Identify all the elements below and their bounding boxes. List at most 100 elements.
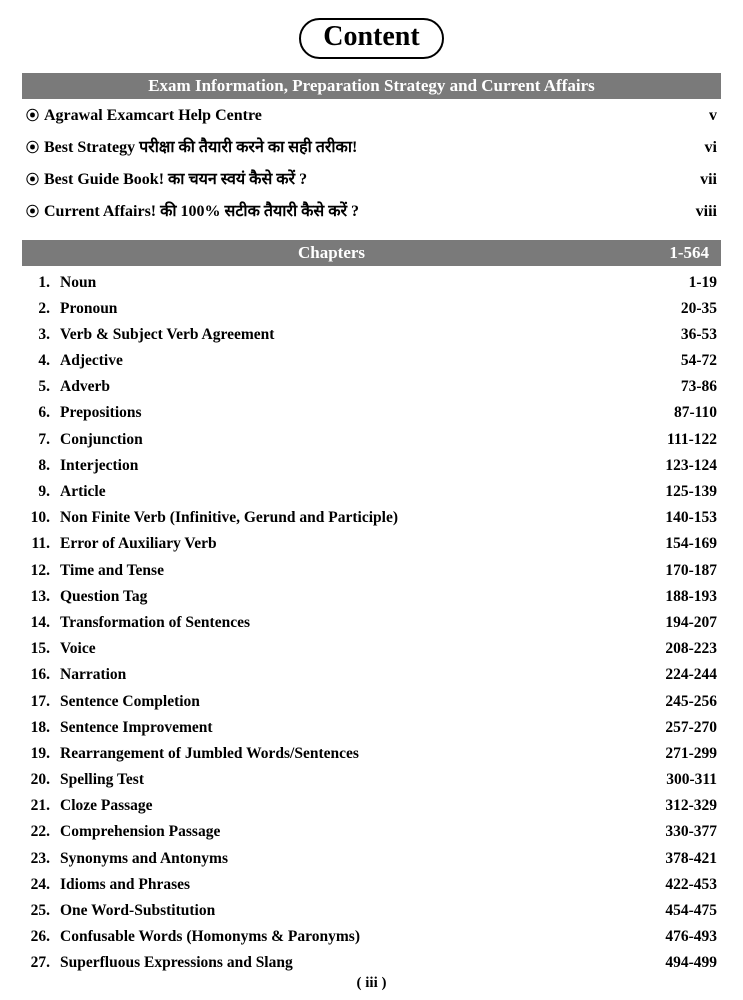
chapter-pages: 54-72 (637, 352, 717, 370)
chapter-pages: 494-499 (637, 954, 717, 972)
chapter-number: 12. (26, 562, 54, 580)
chapter-label: Cloze Passage (54, 797, 637, 815)
bullet-icon: ⦿ (26, 139, 44, 157)
intro-page: vi (667, 139, 717, 157)
chapter-number: 23. (26, 850, 54, 868)
chapter-pages: 257-270 (637, 719, 717, 737)
chapter-pages: 1-19 (637, 274, 717, 292)
chapter-number: 17. (26, 693, 54, 711)
chapter-number: 15. (26, 640, 54, 658)
chapter-number: 3. (26, 326, 54, 344)
chapter-pages: 123-124 (637, 457, 717, 475)
chapter-list: 1.Noun1-19 2.Pronoun20-35 3.Verb & Subject… (22, 274, 721, 973)
chapter-label: Confusable Words (Homonyms & Paronyms) (54, 928, 637, 946)
intro-row: ⦿Best Strategy परीक्षा की तैयारी करने का… (26, 135, 717, 157)
chapter-number: 5. (26, 378, 54, 396)
chapter-label: Synonyms and Antonyms (54, 850, 637, 868)
section-bar-chapters: Chapters 1-564 (22, 240, 721, 266)
chapter-pages: 224-244 (637, 666, 717, 684)
chapter-pages: 208-223 (637, 640, 717, 658)
chapter-number: 22. (26, 823, 54, 841)
chapter-row: 14.Transformation of Sentences194-207 (26, 614, 717, 632)
intro-row: ⦿Agrawal Examcart Help Centrev (26, 107, 717, 125)
bullet-icon: ⦿ (26, 107, 44, 125)
chapter-label: Question Tag (54, 588, 637, 606)
intro-row: ⦿Best Guide Book! का चयन स्वयं कैसे करें… (26, 167, 717, 189)
chapter-pages: 378-421 (637, 850, 717, 868)
chapter-pages: 154-169 (637, 535, 717, 553)
chapter-pages: 476-493 (637, 928, 717, 946)
chapter-pages: 245-256 (637, 693, 717, 711)
chapter-pages: 125-139 (637, 483, 717, 501)
chapter-label: Sentence Improvement (54, 719, 637, 737)
chapter-row: 8.Interjection123-124 (26, 457, 717, 475)
chapter-number: 21. (26, 797, 54, 815)
bullet-icon: ⦿ (26, 203, 44, 221)
chapter-pages: 170-187 (637, 562, 717, 580)
intro-label: Agrawal Examcart Help Centre (44, 107, 667, 125)
chapter-number: 26. (26, 928, 54, 946)
chapter-number: 18. (26, 719, 54, 737)
chapter-number: 16. (26, 666, 54, 684)
chapter-row: 5.Adverb73-86 (26, 378, 717, 396)
title-container: Content (22, 18, 721, 59)
intro-page: viii (667, 203, 717, 221)
chapter-pages: 111-122 (637, 431, 717, 449)
chapter-label: Idioms and Phrases (54, 876, 637, 894)
chapter-row: 1.Noun1-19 (26, 274, 717, 292)
chapter-row: 20.Spelling Test300-311 (26, 771, 717, 789)
chapter-number: 14. (26, 614, 54, 632)
chapter-number: 25. (26, 902, 54, 920)
chapter-number: 27. (26, 954, 54, 972)
chapter-label: Sentence Completion (54, 693, 637, 711)
chapter-label: Error of Auxiliary Verb (54, 535, 637, 553)
chapter-number: 20. (26, 771, 54, 789)
chapter-pages: 20-35 (637, 300, 717, 318)
page-title: Content (299, 18, 443, 59)
intro-label: Best Guide Book! का चयन स्वयं कैसे करें … (44, 167, 667, 189)
chapter-row: 3.Verb & Subject Verb Agreement36-53 (26, 326, 717, 344)
chapter-pages: 140-153 (637, 509, 717, 527)
chapter-row: 12.Time and Tense170-187 (26, 562, 717, 580)
intro-label: Current Affairs! की 100% सटीक तैयारी कैस… (44, 199, 667, 221)
chapter-row: 25.One Word-Substitution454-475 (26, 902, 717, 920)
chapter-row: 21.Cloze Passage312-329 (26, 797, 717, 815)
chapter-label: Noun (54, 274, 637, 292)
chapter-number: 4. (26, 352, 54, 370)
chapter-row: 22.Comprehension Passage330-377 (26, 823, 717, 841)
chapter-pages: 330-377 (637, 823, 717, 841)
chapter-row: 7.Conjunction111-122 (26, 431, 717, 449)
chapter-number: 6. (26, 404, 54, 422)
chapter-number: 9. (26, 483, 54, 501)
chapter-label: Narration (54, 666, 637, 684)
chapter-label: Comprehension Passage (54, 823, 637, 841)
chapter-number: 13. (26, 588, 54, 606)
section-bar-intro: Exam Information, Preparation Strategy a… (22, 73, 721, 99)
chapter-row: 27.Superfluous Expressions and Slang494-… (26, 954, 717, 972)
intro-label: Best Strategy परीक्षा की तैयारी करने का … (44, 135, 667, 157)
chapter-row: 18.Sentence Improvement257-270 (26, 719, 717, 737)
chapter-row: 23.Synonyms and Antonyms378-421 (26, 850, 717, 868)
chapter-label: Conjunction (54, 431, 637, 449)
chapter-label: Rearrangement of Jumbled Words/Sentences (54, 745, 637, 763)
chapter-row: 2.Pronoun20-35 (26, 300, 717, 318)
chapter-pages: 188-193 (637, 588, 717, 606)
chapter-row: 15.Voice208-223 (26, 640, 717, 658)
intro-page: v (667, 107, 717, 125)
chapter-label: Adverb (54, 378, 637, 396)
chapter-row: 17.Sentence Completion245-256 (26, 693, 717, 711)
page-number-footer: ( iii ) (0, 975, 743, 992)
chapter-pages: 87-110 (637, 404, 717, 422)
chapter-pages: 312-329 (637, 797, 717, 815)
chapter-label: Transformation of Sentences (54, 614, 637, 632)
chapter-pages: 454-475 (637, 902, 717, 920)
chapter-label: Spelling Test (54, 771, 637, 789)
section-page-range: 1-564 (629, 243, 709, 263)
chapter-label: Article (54, 483, 637, 501)
chapter-row: 19.Rearrangement of Jumbled Words/Senten… (26, 745, 717, 763)
chapter-row: 13.Question Tag188-193 (26, 588, 717, 606)
chapter-label: Time and Tense (54, 562, 637, 580)
chapter-label: Voice (54, 640, 637, 658)
chapter-label: Pronoun (54, 300, 637, 318)
chapter-number: 7. (26, 431, 54, 449)
